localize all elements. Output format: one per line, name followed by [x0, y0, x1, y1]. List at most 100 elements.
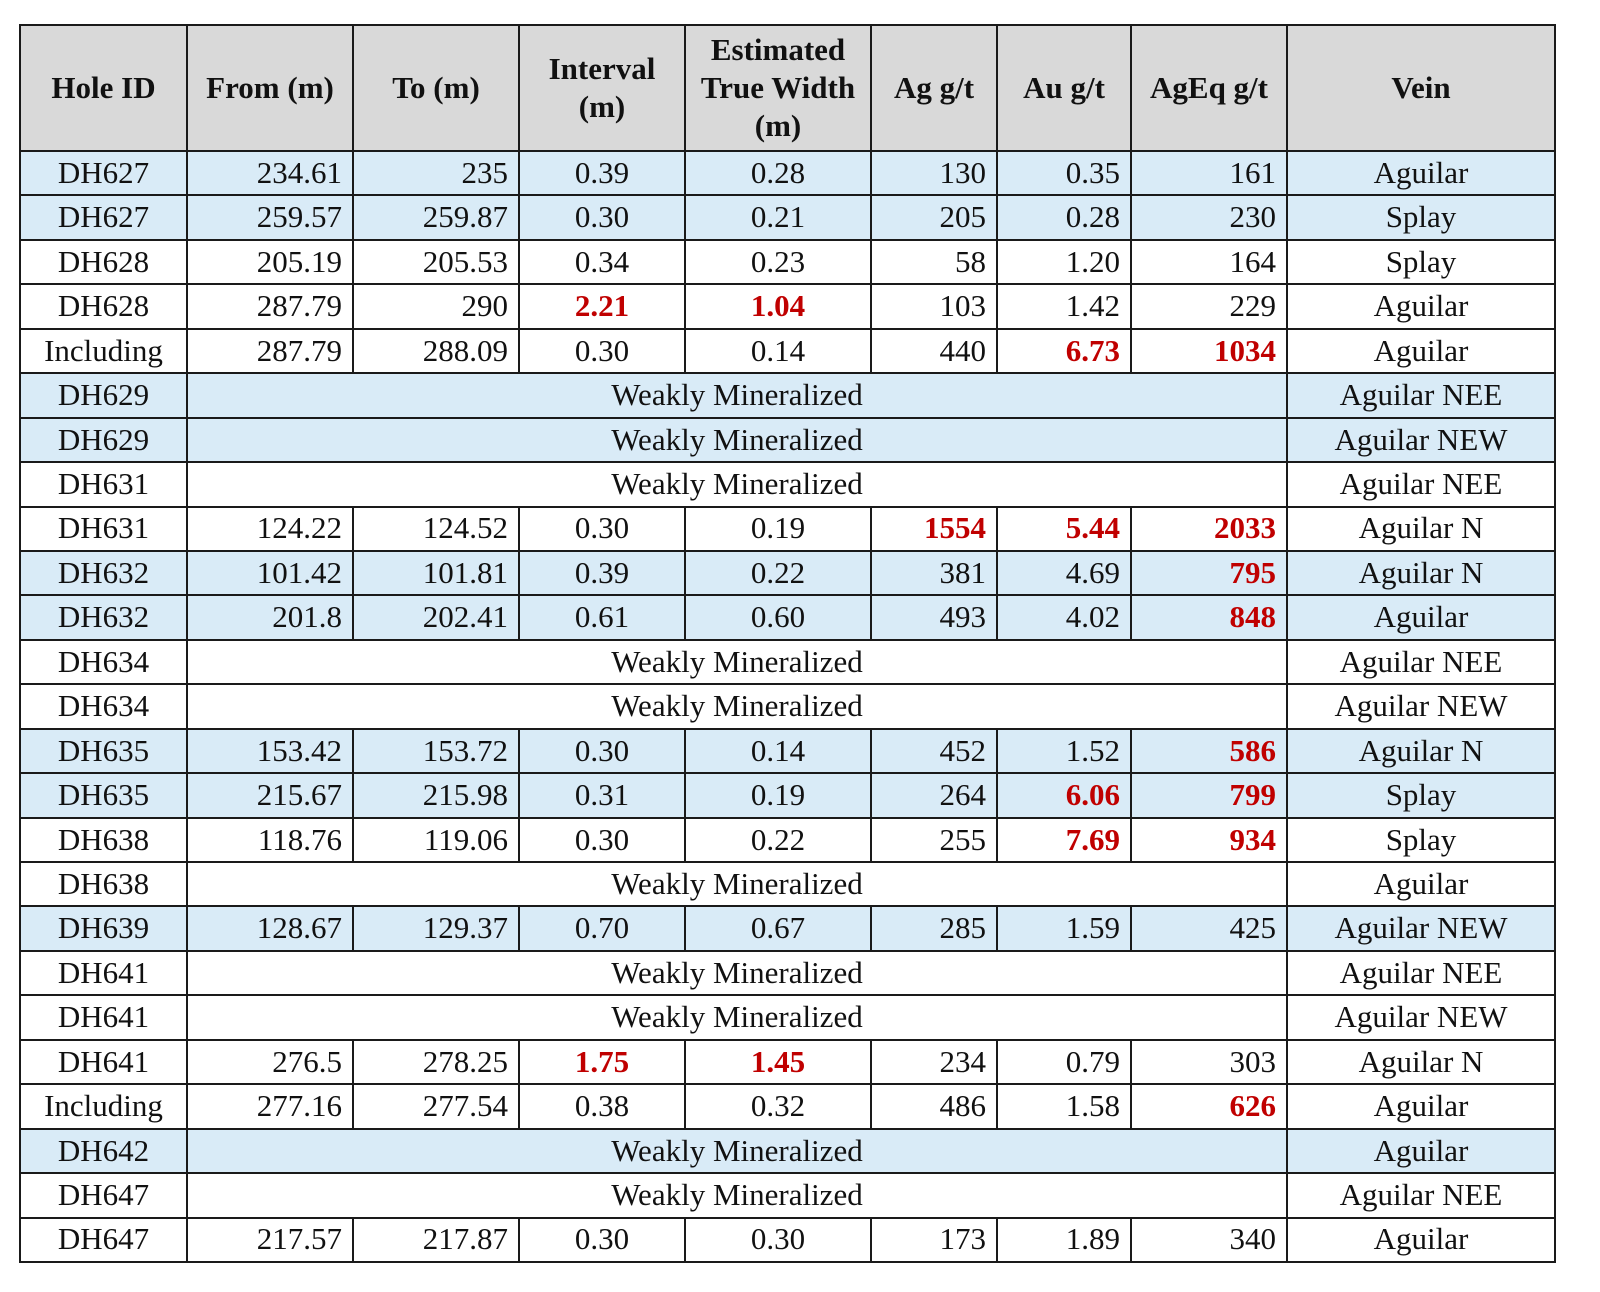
true-width-cell: 0.67 [684, 905, 872, 952]
interval-cell: 0.39 [518, 149, 686, 197]
table-row: DH647 217.57 217.87 0.30 0.30 173 1.89 340 Aguil… [19, 1216, 1556, 1263]
hole-id-cell: DH634 [19, 638, 188, 686]
to-cell: 129.37 [352, 905, 520, 952]
true-width-cell: 0.21 [684, 194, 872, 241]
au-cell: 0.35 [996, 149, 1132, 197]
from-cell: 234.61 [186, 149, 354, 197]
table-row: Including 287.79 288.09 0.30 0.14 440 6.73 1034… [19, 327, 1556, 375]
to-cell: 288.09 [352, 327, 520, 375]
au-cell: 4.69 [996, 549, 1132, 597]
weakly-mineralized-cell: Weakly Mineralized [186, 683, 1288, 730]
ageq-cell: 340 [1130, 1216, 1288, 1263]
vein-cell: Aguilar NEW [1286, 416, 1556, 464]
to-cell: 217.87 [352, 1216, 520, 1263]
vein-cell: Aguilar [1286, 1216, 1556, 1263]
table-row: DH629 Weakly Mineralized Aguilar NEE [19, 372, 1556, 419]
au-cell: 4.02 [996, 594, 1132, 641]
table-row: DH632 101.42 101.81 0.39 0.22 381 4.69 795 Aguil… [19, 549, 1556, 597]
header-interval: Interval (m) [518, 24, 686, 152]
to-cell: 277.54 [352, 1083, 520, 1130]
ag-cell: 285 [870, 905, 998, 952]
weakly-mineralized-cell: Weakly Mineralized [186, 372, 1288, 419]
table-row: Including 277.16 277.54 0.38 0.32 486 1.58 626 A… [19, 1083, 1556, 1130]
interval-cell: 0.61 [518, 594, 686, 641]
table-row: DH639 128.67 129.37 0.70 0.67 285 1.59 425 Aguil… [19, 905, 1556, 952]
table-row: DH635 215.67 215.98 0.31 0.19 264 6.06 799 Splay [19, 772, 1556, 819]
weakly-mineralized-cell: Weakly Mineralized [186, 860, 1288, 908]
hole-id-cell: DH634 [19, 683, 188, 730]
table-row: DH634 Weakly Mineralized Aguilar NEE [19, 638, 1556, 686]
table-row: DH629 Weakly Mineralized Aguilar NEW [19, 416, 1556, 464]
header-hole-id: Hole ID [19, 24, 188, 152]
ag-cell: 440 [870, 327, 998, 375]
ageq-cell: 934 [1130, 816, 1288, 864]
hole-id-cell: DH638 [19, 816, 188, 864]
au-cell: 1.20 [996, 238, 1132, 286]
vein-cell: Aguilar [1286, 1083, 1556, 1130]
vein-cell: Aguilar NEW [1286, 905, 1556, 952]
ag-cell: 381 [870, 549, 998, 597]
interval-cell: 0.30 [518, 194, 686, 241]
to-cell: 202.41 [352, 594, 520, 641]
ag-cell: 103 [870, 283, 998, 330]
au-cell: 6.73 [996, 327, 1132, 375]
hole-id-cell: DH632 [19, 549, 188, 597]
hole-id-cell: DH641 [19, 994, 188, 1041]
to-cell: 119.06 [352, 816, 520, 864]
header-to: To (m) [352, 24, 520, 152]
weakly-mineralized-cell: Weakly Mineralized [186, 1172, 1288, 1219]
weakly-mineralized-cell: Weakly Mineralized [186, 638, 1288, 686]
vein-cell: Aguilar NEE [1286, 372, 1556, 419]
vein-cell: Aguilar [1286, 1127, 1556, 1175]
from-cell: 217.57 [186, 1216, 354, 1263]
interval-cell: 0.30 [518, 816, 686, 864]
au-cell: 1.58 [996, 1083, 1132, 1130]
from-cell: 201.8 [186, 594, 354, 641]
true-width-cell: 1.45 [684, 1038, 872, 1086]
header-ageq: AgEq g/t [1130, 24, 1288, 152]
vein-cell: Aguilar [1286, 594, 1556, 641]
table-row: DH634 Weakly Mineralized Aguilar NEW [19, 683, 1556, 730]
from-cell: 287.79 [186, 283, 354, 330]
ag-cell: 1554 [870, 505, 998, 552]
from-cell: 128.67 [186, 905, 354, 952]
ageq-cell: 1034 [1130, 327, 1288, 375]
hole-id-cell: DH635 [19, 727, 188, 775]
hole-id-cell: Including [19, 1083, 188, 1130]
hole-id-cell: DH629 [19, 372, 188, 419]
vein-cell: Aguilar NEE [1286, 1172, 1556, 1219]
table-row: DH641 276.5 278.25 1.75 1.45 234 0.79 303 Aguila… [19, 1038, 1556, 1086]
table-row: DH628 287.79 290 2.21 1.04 103 1.42 229 Aguilar [19, 283, 1556, 330]
true-width-cell: 0.23 [684, 238, 872, 286]
table-row: DH641 Weakly Mineralized Aguilar NEW [19, 994, 1556, 1041]
from-cell: 277.16 [186, 1083, 354, 1130]
to-cell: 259.87 [352, 194, 520, 241]
au-cell: 1.59 [996, 905, 1132, 952]
to-cell: 290 [352, 283, 520, 330]
table-row: DH631 124.22 124.52 0.30 0.19 1554 5.44 2033 Agu… [19, 505, 1556, 552]
true-width-cell: 0.30 [684, 1216, 872, 1263]
header-au: Au g/t [996, 24, 1132, 152]
table-body: DH627 234.61 235 0.39 0.28 130 0.35 161 Aguilar D… [19, 149, 1556, 1263]
hole-id-cell: DH641 [19, 949, 188, 997]
interval-cell: 0.34 [518, 238, 686, 286]
header-from: From (m) [186, 24, 354, 152]
ageq-cell: 799 [1130, 772, 1288, 819]
true-width-cell: 0.22 [684, 816, 872, 864]
true-width-cell: 0.14 [684, 327, 872, 375]
to-cell: 278.25 [352, 1038, 520, 1086]
vein-cell: Splay [1286, 816, 1556, 864]
hole-id-cell: DH628 [19, 238, 188, 286]
true-width-cell: 0.22 [684, 549, 872, 597]
from-cell: 118.76 [186, 816, 354, 864]
interval-cell: 0.31 [518, 772, 686, 819]
ageq-cell: 229 [1130, 283, 1288, 330]
au-cell: 0.79 [996, 1038, 1132, 1086]
hole-id-cell: DH631 [19, 461, 188, 508]
ag-cell: 130 [870, 149, 998, 197]
drill-results-table: Hole ID From (m) To (m) Interval (m) Est… [19, 24, 1556, 1263]
hole-id-cell: DH627 [19, 194, 188, 241]
ageq-cell: 164 [1130, 238, 1288, 286]
hole-id-cell: DH631 [19, 505, 188, 552]
ag-cell: 255 [870, 816, 998, 864]
